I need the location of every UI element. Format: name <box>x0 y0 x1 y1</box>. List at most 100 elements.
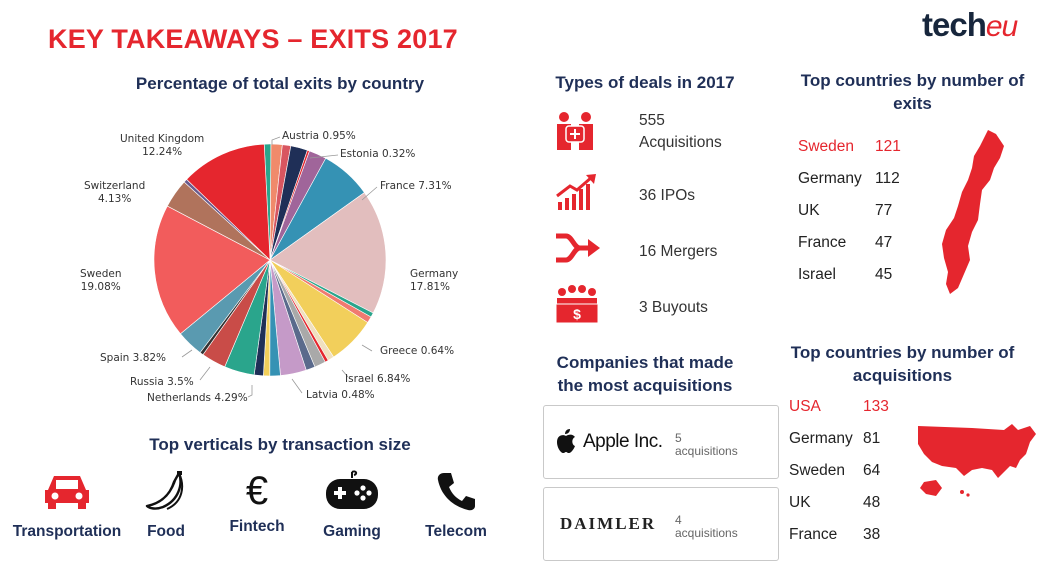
vertical-food: Food <box>136 470 196 541</box>
pie-leader-lines <box>181 136 378 398</box>
exits-title-line2: exits <box>893 94 932 113</box>
country-name: UK <box>789 494 811 511</box>
vertical-gaming: Gaming <box>314 470 390 541</box>
sweden-map-icon <box>942 130 1004 294</box>
pie-label-israel: Israel 6.84% <box>345 373 411 385</box>
deal-acquisitions: 555 Acquisitions <box>552 110 752 154</box>
table-row: France 47 <box>798 227 901 259</box>
company-acq-count: 4 <box>675 513 682 527</box>
table-row: France 38 <box>789 519 889 551</box>
leader-latvia <box>291 378 303 394</box>
country-value: 133 <box>863 398 889 415</box>
table-row: Israel 45 <box>798 259 901 291</box>
gamepad-icon <box>326 470 378 509</box>
pie-label-uk-pct: 12.24% <box>142 146 183 158</box>
vertical-label: Food <box>147 523 185 540</box>
country-value: 38 <box>863 526 881 543</box>
companies-title-line1: Companies that made <box>556 353 734 372</box>
deal-mergers-text: 16 Mergers <box>639 243 718 260</box>
country-name: France <box>789 526 838 543</box>
country-value: 81 <box>863 430 881 447</box>
company-name: Apple Inc. <box>583 431 663 452</box>
exits-title-line1: Top countries by number of <box>800 71 1025 90</box>
pie-label-netherlands: Netherlands 4.29% <box>147 392 248 404</box>
table-row: USA 133 <box>789 391 889 423</box>
companies-title: Companies that made the most acquisitions <box>540 351 750 397</box>
leader-netherlands <box>247 385 253 398</box>
company-acq-unit: acquisitions <box>675 526 738 540</box>
vertical-label: Gaming <box>323 523 381 540</box>
exits-table: Sweden 121 Germany 112 UK 77 France 47 Israe… <box>798 131 901 291</box>
pie-slice-united-kingdom <box>186 143 271 261</box>
apple-logo-icon <box>557 429 575 453</box>
exits-by-country-title: Top countries by number of exits <box>790 69 1035 115</box>
country-value: 48 <box>863 494 881 511</box>
pie-slice-germany <box>269 192 387 314</box>
acq-title-line2: acquisitions <box>852 366 953 385</box>
deal-acquisitions-text: 555 Acquisitions <box>639 110 722 154</box>
rising-chart-icon <box>556 174 596 210</box>
table-row: UK 48 <box>789 487 889 519</box>
techeu-logo: techeu <box>922 6 1018 44</box>
pie-label-switzerland-name: Switzerland <box>84 180 146 192</box>
country-name: France <box>798 234 847 251</box>
leader-estonia <box>309 154 339 159</box>
country-name: UK <box>798 202 820 219</box>
deals-title: Types of deals in 2017 <box>555 73 735 92</box>
buyout-people-icon: $ <box>555 285 599 324</box>
leader-russia <box>199 366 211 381</box>
pie-label-austria: Austria 0.95% <box>282 130 356 142</box>
country-value: 112 <box>875 170 900 187</box>
leader-france <box>361 186 378 201</box>
pie-slices <box>153 143 387 377</box>
country-name: Sweden <box>798 138 855 155</box>
deal-mergers: 16 Mergers <box>552 228 752 272</box>
pie-label-latvia: Latvia 0.48% <box>306 389 375 401</box>
acquisitions-by-country-title: Top countries by number of acquisitions <box>780 341 1025 387</box>
country-value: 121 <box>875 138 901 155</box>
vertical-label: Transportation <box>12 523 122 540</box>
acquisitions-table: USA 133 Germany 81 Sweden 64 UK 48 France 38 <box>789 391 889 551</box>
pie-label-uk-name: United Kingdom <box>120 133 205 145</box>
pie-label-france: France 7.31% <box>380 180 452 192</box>
pie-label-germany-pct: 17.81% <box>410 281 451 293</box>
country-name: Israel <box>798 266 836 283</box>
deal-buyouts: $ 3 Buyouts <box>552 284 752 328</box>
svg-text:$: $ <box>573 306 581 322</box>
deal-type: Acquisitions <box>639 134 722 151</box>
usa-map-icon <box>918 424 1036 497</box>
company-card-apple: Apple Inc. 5 acquisitions <box>543 405 779 479</box>
country-value: 77 <box>875 202 893 219</box>
country-name: Sweden <box>789 462 846 479</box>
company-card-daimler: DAIMLER 4 acquisitions <box>543 487 779 561</box>
table-row: Germany 112 <box>798 163 901 195</box>
country-value: 45 <box>875 266 893 283</box>
logo-accent: eu <box>985 10 1018 43</box>
phone-icon <box>437 473 475 511</box>
table-row: Sweden 64 <box>789 455 889 487</box>
pie-label-sweden-name: Sweden <box>80 268 122 280</box>
table-row: Sweden 121 <box>798 131 901 163</box>
pie-label-switzerland-pct: 4.13% <box>97 193 132 205</box>
acq-title-line1: Top countries by number of <box>790 343 1015 362</box>
country-value: 64 <box>863 462 881 479</box>
leader-greece <box>361 344 373 352</box>
merge-arrows-icon <box>556 233 600 263</box>
leader-austria <box>271 136 281 145</box>
pie-label-sweden-pct: 19.08% <box>80 281 121 293</box>
pie-label-germany: Germany 17.81% <box>410 268 458 294</box>
country-name: Germany <box>798 170 862 187</box>
logo-main: tech <box>922 6 987 43</box>
pie-label-sweden: Sweden 19.08% <box>80 268 122 294</box>
vertical-telecom: Telecom <box>418 470 494 541</box>
verticals-title: Top verticals by transaction size <box>149 435 411 454</box>
deal-ipos-text: 36 IPOs <box>639 187 695 204</box>
deal-count: 555 <box>639 112 665 129</box>
pie-slice-sweden <box>153 205 271 335</box>
country-name: USA <box>789 398 821 415</box>
handshake-people-icon <box>557 112 593 150</box>
deal-ipos: 36 IPOs <box>552 172 752 216</box>
companies-title-line2: the most acquisitions <box>557 376 733 395</box>
pie-chart-title: Percentage of total exits by country <box>135 74 425 93</box>
page-title: KEY TAKEAWAYS – EXITS 2017 <box>48 24 458 54</box>
